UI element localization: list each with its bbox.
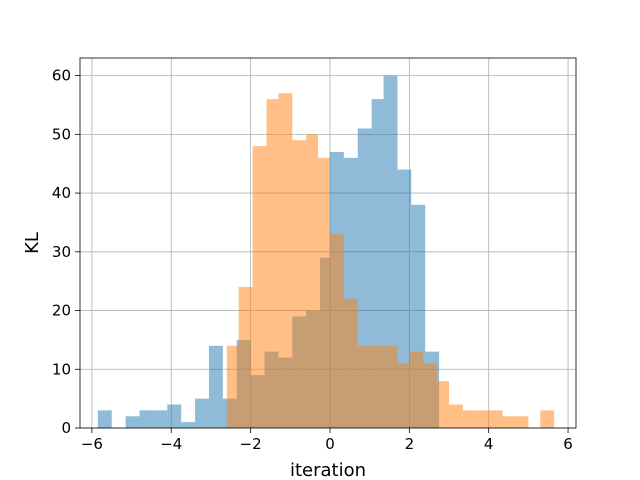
bar-series-1-bin-17 [449, 404, 463, 428]
bar-series-1-bin-13 [397, 363, 410, 428]
bar-series-1-bin-15 [423, 363, 438, 428]
bar-series-1-bin-3 [266, 99, 279, 428]
bar-series-1-bin-24 [540, 410, 555, 428]
bar-series-1-bin-21 [502, 416, 517, 428]
bar-series-0-bin-20 [371, 99, 384, 428]
bar-series-1-bin-22 [516, 416, 529, 428]
bar-series-0-bin-7 [195, 398, 209, 428]
bar-series-1-bin-19 [476, 410, 489, 428]
bar-series-1-bin-6 [306, 134, 319, 428]
bar-series-1-bin-8 [329, 234, 344, 428]
bar-series-1-bin-4 [278, 93, 293, 428]
y-tick-label-3: 30 [52, 243, 71, 261]
bar-series-1-bin-12 [383, 345, 398, 428]
y-tick-label-4: 40 [52, 184, 71, 202]
bar-series-1-bin-18 [462, 410, 477, 428]
x-tick-label-6: 6 [563, 435, 573, 453]
x-tick-label-0: −6 [81, 435, 103, 453]
bar-series-0-bin-6 [181, 422, 196, 428]
bar-series-0-bin-2 [125, 416, 140, 428]
histogram-bars [97, 75, 555, 429]
y-axis-label: KL [22, 232, 43, 254]
bar-series-0-bin-5 [167, 404, 182, 428]
bar-series-1-bin-7 [318, 157, 330, 429]
y-tick-label-6: 60 [52, 67, 71, 85]
bar-series-0-bin-8 [208, 345, 223, 428]
plot-frame [79, 57, 577, 429]
bar-series-1-bin-20 [488, 410, 503, 428]
x-axis-label: iteration [290, 460, 366, 480]
bar-series-0-bin-0 [97, 410, 112, 428]
bar-series-1-bin-10 [357, 345, 370, 428]
y-tick-label-1: 10 [52, 360, 71, 378]
y-tick-label-5: 50 [52, 125, 71, 143]
bar-series-1-bin-16 [437, 381, 450, 428]
bar-series-1-bin-0 [226, 345, 239, 428]
y-tick-label-2: 20 [52, 302, 71, 320]
bar-series-0-bin-21 [383, 75, 398, 428]
y-tick-label-0: 0 [61, 419, 71, 437]
x-tick-label-3: 0 [325, 435, 335, 453]
bar-series-1-bin-2 [252, 146, 267, 428]
bar-series-1-bin-11 [369, 345, 384, 428]
x-tick-label-4: 2 [405, 435, 415, 453]
x-tick-label-5: 4 [484, 435, 494, 453]
x-tick-label-2: −2 [240, 435, 262, 453]
bar-series-1-bin-5 [292, 140, 307, 428]
bar-series-1-bin-1 [238, 287, 253, 428]
bar-series-0-bin-3 [139, 410, 154, 428]
bar-series-1-bin-14 [409, 351, 424, 428]
bar-series-1-bin-9 [343, 298, 358, 428]
x-tick-label-1: −4 [160, 435, 182, 453]
bar-series-0-bin-4 [153, 410, 168, 428]
